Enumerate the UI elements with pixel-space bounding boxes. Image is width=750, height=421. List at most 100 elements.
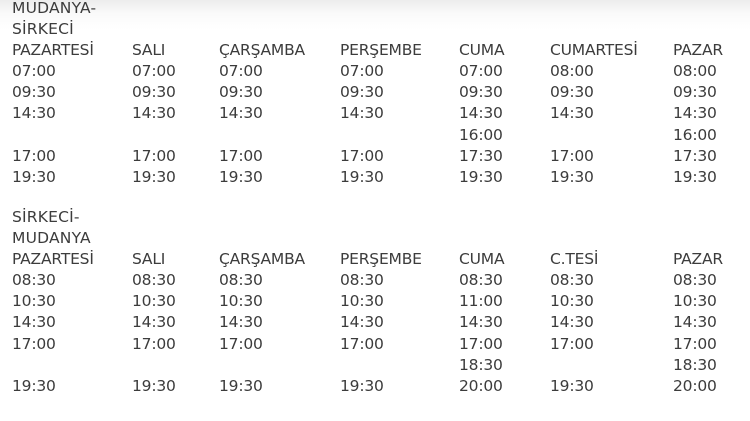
- departure-time: 17:00: [459, 334, 503, 353]
- day-header: PAZAR: [673, 250, 723, 268]
- time-row: 14:30 14:30 14:30 14:30 14:30 14:30 14:30: [0, 312, 750, 333]
- departure-time: 08:00: [673, 62, 717, 80]
- time-row: 14:30 14:30 14:30 14:30 14:30 14:30 14:30: [0, 103, 750, 124]
- departure-time: 14:30: [219, 104, 263, 123]
- route-title: SİRKECİ-: [12, 208, 80, 226]
- time-row: 17:00 17:00 17:00 17:00 17:30 17:00 17:30: [0, 146, 750, 167]
- departure-time: 19:30: [132, 377, 176, 395]
- departure-time: 09:30: [340, 83, 384, 102]
- time-row: 18:30 18:30: [0, 355, 750, 376]
- route-title: MUDANYA-: [12, 0, 97, 17]
- departure-time: 07:00: [132, 62, 176, 80]
- departure-time: 10:30: [340, 292, 384, 311]
- day-header: C.TESİ: [550, 250, 599, 268]
- departure-time: 08:30: [132, 271, 176, 289]
- departure-time: 19:30: [550, 168, 594, 186]
- departure-time: 14:30: [550, 313, 594, 332]
- departure-time: 10:30: [132, 292, 176, 311]
- departure-time: 17:30: [459, 146, 503, 165]
- time-row: 19:30 19:30 19:30 19:30 19:30 19:30 19:30: [0, 167, 750, 188]
- departure-time: 08:30: [673, 271, 717, 289]
- departure-time: 14:30: [673, 313, 717, 332]
- departure-time: 17:00: [132, 146, 176, 165]
- departure-time: 17:30: [673, 146, 717, 165]
- day-header: PERŞEMBE: [340, 41, 422, 59]
- departure-time: 08:30: [340, 271, 384, 289]
- departure-time: 17:00: [673, 334, 717, 353]
- departure-time: 14:30: [340, 313, 384, 332]
- departure-time: 14:30: [459, 313, 503, 332]
- departure-time: 20:00: [459, 377, 503, 395]
- departure-time: 19:30: [12, 377, 56, 395]
- departure-time: 16:00: [459, 125, 503, 144]
- departure-time: 09:30: [550, 83, 594, 102]
- departure-time: 14:30: [340, 104, 384, 123]
- departure-time: 17:00: [550, 334, 594, 353]
- departure-time: 17:00: [340, 334, 384, 353]
- day-header: CUMARTESİ: [550, 41, 638, 59]
- departure-time: 14:30: [12, 313, 56, 332]
- departure-time: 17:00: [132, 334, 176, 353]
- day-header: CUMA: [459, 41, 505, 59]
- route-title: MUDANYA: [12, 229, 91, 247]
- departure-time: 14:30: [219, 313, 263, 332]
- departure-time: 19:30: [340, 377, 384, 395]
- departure-time: 14:30: [673, 104, 717, 123]
- departure-time: 19:30: [459, 168, 503, 186]
- departure-time: 07:00: [340, 62, 384, 80]
- departure-time: 09:30: [12, 83, 56, 102]
- departure-time: 19:30: [550, 377, 594, 395]
- departure-time: 18:30: [459, 355, 503, 374]
- day-header: PAZARTESİ: [12, 41, 94, 59]
- departure-time: 20:00: [673, 377, 717, 395]
- departure-time: 16:00: [673, 125, 717, 144]
- time-row: 17:00 17:00 17:00 17:00 17:00 17:00 17:00: [0, 334, 750, 355]
- departure-time: 19:30: [219, 377, 263, 395]
- departure-time: 17:00: [12, 146, 56, 165]
- departure-time: 08:30: [550, 271, 594, 289]
- departure-time: 19:30: [132, 168, 176, 186]
- time-row: 10:30 10:30 10:30 10:30 11:00 10:30 10:30: [0, 291, 750, 312]
- time-row: 16:00 16:00: [0, 125, 750, 146]
- departure-time: 11:00: [459, 292, 503, 311]
- departure-time: 08:30: [459, 271, 503, 289]
- time-row: 08:30 08:30 08:30 08:30 08:30 08:30 08:30: [0, 270, 750, 291]
- departure-time: 14:30: [132, 313, 176, 332]
- departure-time: 08:30: [219, 271, 263, 289]
- departure-time: 10:30: [12, 292, 56, 311]
- day-header: PERŞEMBE: [340, 250, 422, 268]
- header-row: PAZARTESİ SALI ÇARŞAMBA PERŞEMBE CUMA CUMARTE…: [0, 40, 750, 61]
- departure-time: 07:00: [12, 62, 56, 80]
- time-row: 09:30 09:30 09:30 09:30 09:30 09:30 09:30: [0, 82, 750, 103]
- day-header: ÇARŞAMBA: [219, 250, 305, 268]
- departure-time: 09:30: [673, 83, 717, 102]
- time-row: 07:00 07:00 07:00 07:00 07:00 08:00 08:00: [0, 61, 750, 82]
- departure-time: 19:30: [673, 168, 717, 186]
- departure-time: 14:30: [132, 104, 176, 123]
- departure-time: 19:30: [219, 168, 263, 186]
- departure-time: 10:30: [550, 292, 594, 311]
- departure-time: 09:30: [219, 83, 263, 102]
- departure-time: 07:00: [459, 62, 503, 80]
- departure-time: 19:30: [12, 168, 56, 186]
- departure-time: 08:00: [550, 62, 594, 80]
- day-header: PAZAR: [673, 41, 723, 59]
- header-row: PAZARTESİ SALI ÇARŞAMBA PERŞEMBE CUMA C.TESİ P…: [0, 249, 750, 270]
- departure-time: 17:00: [219, 334, 263, 353]
- departure-time: 19:30: [340, 168, 384, 186]
- departure-time: 17:00: [340, 146, 384, 165]
- day-header: PAZARTESİ: [12, 250, 94, 268]
- departure-time: 10:30: [673, 292, 717, 311]
- departure-time: 18:30: [673, 355, 717, 374]
- time-row: 19:30 19:30 19:30 19:30 20:00 19:30 20:00: [0, 376, 750, 397]
- departure-time: 17:00: [550, 146, 594, 165]
- departure-time: 08:30: [12, 271, 56, 289]
- departure-time: 17:00: [12, 334, 56, 353]
- departure-time: 09:30: [132, 83, 176, 102]
- departure-time: 14:30: [12, 104, 56, 123]
- day-header: ÇARŞAMBA: [219, 41, 305, 59]
- day-header: SALI: [132, 41, 166, 59]
- departure-time: 07:00: [219, 62, 263, 80]
- departure-time: 09:30: [459, 83, 503, 102]
- day-header: SALI: [132, 250, 166, 268]
